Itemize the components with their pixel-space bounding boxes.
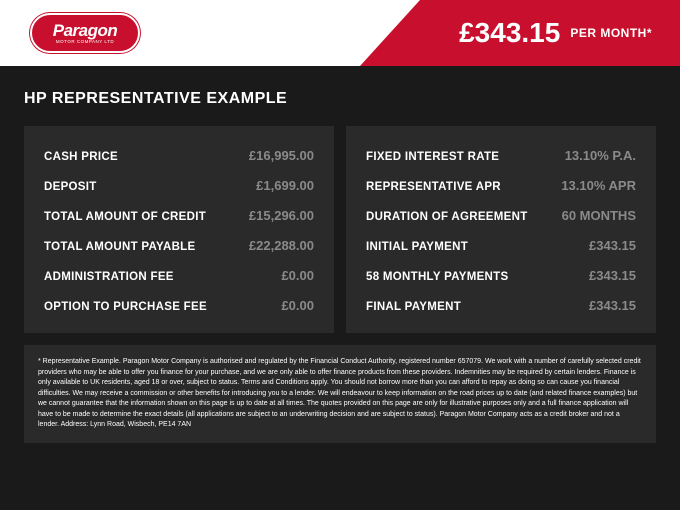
finance-row: FINAL PAYMENT £343.15	[366, 298, 636, 313]
price-banner: £343.15 PER MONTH*	[360, 0, 680, 66]
logo-container: Paragon MOTOR COMPANY LTD	[0, 0, 140, 66]
row-label: DURATION OF AGREEMENT	[366, 211, 528, 223]
finance-row: OPTION TO PURCHASE FEE £0.00	[44, 298, 314, 313]
price-suffix: PER MONTH*	[570, 26, 652, 40]
monthly-price: £343.15	[459, 17, 560, 49]
finance-row: ADMINISTRATION FEE £0.00	[44, 268, 314, 283]
row-value: 60 MONTHS	[562, 208, 636, 223]
page-title: HP REPRESENTATIVE EXAMPLE	[24, 90, 656, 108]
row-label: CASH PRICE	[44, 151, 118, 163]
disclaimer-panel: * Representative Example. Paragon Motor …	[24, 345, 656, 443]
row-label: OPTION TO PURCHASE FEE	[44, 301, 207, 313]
finance-row: INITIAL PAYMENT £343.15	[366, 238, 636, 253]
header: Paragon MOTOR COMPANY LTD £343.15 PER MO…	[0, 0, 680, 66]
paragon-logo: Paragon MOTOR COMPANY LTD	[30, 13, 140, 53]
right-panel: FIXED INTEREST RATE 13.10% P.A. REPRESENTA…	[346, 126, 656, 333]
row-value: £16,995.00	[249, 148, 314, 163]
row-value: £1,699.00	[256, 178, 314, 193]
finance-row: 58 MONTHLY PAYMENTS £343.15	[366, 268, 636, 283]
row-value: 13.10% APR	[561, 178, 636, 193]
finance-row: REPRESENTATIVE APR 13.10% APR	[366, 178, 636, 193]
row-label: REPRESENTATIVE APR	[366, 181, 501, 193]
finance-row: DEPOSIT £1,699.00	[44, 178, 314, 193]
row-label: 58 MONTHLY PAYMENTS	[366, 271, 508, 283]
row-label: ADMINISTRATION FEE	[44, 271, 174, 283]
row-value: £343.15	[589, 238, 636, 253]
row-value: £343.15	[589, 298, 636, 313]
row-label: TOTAL AMOUNT PAYABLE	[44, 241, 195, 253]
finance-row: FIXED INTEREST RATE 13.10% P.A.	[366, 148, 636, 163]
columns: CASH PRICE £16,995.00 DEPOSIT £1,699.00 TOTA…	[24, 126, 656, 333]
disclaimer-text: * Representative Example. Paragon Motor …	[38, 357, 642, 431]
logo-sub-text: MOTOR COMPANY LTD	[56, 40, 114, 45]
row-label: TOTAL AMOUNT OF CREDIT	[44, 211, 206, 223]
content: HP REPRESENTATIVE EXAMPLE CASH PRICE £16,…	[0, 66, 680, 333]
row-value: £22,288.00	[249, 238, 314, 253]
finance-row: TOTAL AMOUNT PAYABLE £22,288.00	[44, 238, 314, 253]
left-panel: CASH PRICE £16,995.00 DEPOSIT £1,699.00 TOTA…	[24, 126, 334, 333]
logo-main-text: Paragon	[53, 22, 118, 39]
row-value: £0.00	[281, 268, 314, 283]
finance-row: DURATION OF AGREEMENT 60 MONTHS	[366, 208, 636, 223]
row-value: £15,296.00	[249, 208, 314, 223]
row-label: FINAL PAYMENT	[366, 301, 461, 313]
row-label: INITIAL PAYMENT	[366, 241, 468, 253]
row-value: £343.15	[589, 268, 636, 283]
row-value: £0.00	[281, 298, 314, 313]
finance-row: CASH PRICE £16,995.00	[44, 148, 314, 163]
finance-row: TOTAL AMOUNT OF CREDIT £15,296.00	[44, 208, 314, 223]
row-value: 13.10% P.A.	[565, 148, 636, 163]
row-label: DEPOSIT	[44, 181, 97, 193]
row-label: FIXED INTEREST RATE	[366, 151, 499, 163]
